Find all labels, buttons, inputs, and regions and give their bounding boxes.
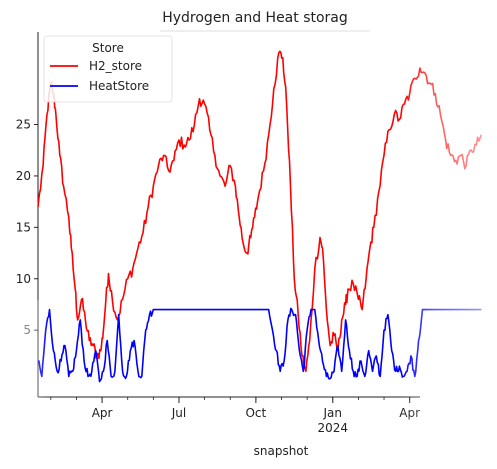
legend-label: H2_store [89,59,142,73]
x-tick-label: Jan [323,406,343,420]
y-tick-label: 5 [23,323,31,337]
legend-label: HeatStore [89,79,149,93]
legend-entries: H2_store HeatStore [50,59,149,93]
x-tick-label: Apr [399,406,420,420]
y-tick-label: 15 [16,220,31,234]
y-tick-label: 20 [16,169,31,183]
y-tick-label: 10 [16,272,31,286]
series-layer [37,50,483,383]
x-tick-label: Jul [171,406,186,420]
legend: Store H2_store HeatStore [43,35,173,103]
y-tick-label: 25 [16,118,31,132]
x-tick-sublabel: 2024 [317,421,348,435]
x-axis-title: snapshot [254,444,309,458]
y-axis-ticks: 5 10 15 20 25 [16,118,38,337]
x-tick-label: Oct [245,406,266,420]
chart-title: Hydrogen and Heat storag [162,10,348,26]
legend-title: Store [92,41,124,55]
x-tick-label: Apr [92,406,113,420]
series-line-h2_store [37,50,483,373]
series-line-heatstore [38,307,482,383]
